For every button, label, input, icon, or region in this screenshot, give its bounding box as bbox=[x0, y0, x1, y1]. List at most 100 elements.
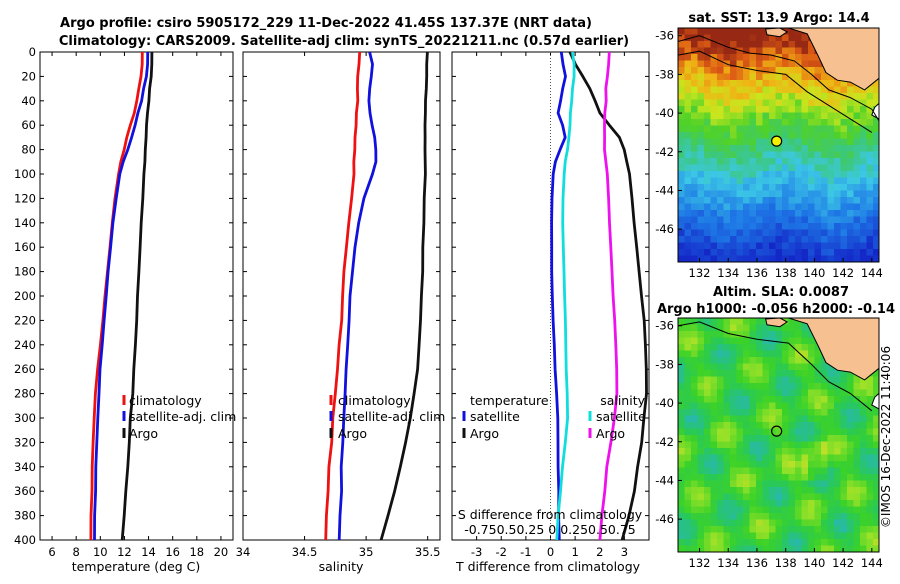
heatmap-cell bbox=[834, 223, 841, 230]
heatmap-cell bbox=[801, 236, 809, 243]
heatmap-cell bbox=[788, 216, 796, 224]
heatmap-cell bbox=[710, 493, 718, 501]
heatmap-cell bbox=[730, 197, 737, 204]
heatmap-cell bbox=[736, 138, 744, 146]
heatmap-cell bbox=[853, 539, 861, 546]
heatmap-cell bbox=[860, 383, 867, 390]
heatmap-cell bbox=[743, 164, 750, 172]
heatmap-cell bbox=[678, 383, 685, 390]
heatmap-cell bbox=[684, 203, 692, 211]
difference-panel: -3 -2 -1 0 1 2 3 T difference from climatology… bbox=[451, 51, 650, 574]
heatmap-cell bbox=[730, 513, 737, 520]
heatmap-cell bbox=[840, 467, 848, 475]
heatmap-cell bbox=[769, 216, 776, 224]
heatmap-cell bbox=[678, 480, 685, 488]
heatmap-cell bbox=[749, 190, 757, 198]
heatmap-cell bbox=[730, 500, 737, 507]
sla-map-panel: Altim. SLA: 0.0087 Argo h1000: -0.056 h2… bbox=[655, 285, 895, 570]
heatmap-cell bbox=[775, 389, 783, 397]
heatmap-cell bbox=[710, 112, 718, 120]
heatmap-cell bbox=[775, 229, 783, 237]
heatmap-cell bbox=[756, 177, 763, 185]
heatmap-cell bbox=[710, 415, 718, 423]
heatmap-cell bbox=[723, 396, 731, 403]
heatmap-cell bbox=[743, 389, 750, 397]
heatmap-cell bbox=[769, 331, 776, 338]
heatmap-cell bbox=[860, 454, 867, 462]
heatmap-cell bbox=[782, 177, 789, 185]
heatmap-cell bbox=[866, 493, 874, 501]
heatmap-cell bbox=[697, 428, 705, 436]
heatmap-cell bbox=[840, 532, 848, 540]
heatmap-cell bbox=[821, 242, 828, 250]
heatmap-cell bbox=[814, 350, 822, 358]
heatmap-cell bbox=[736, 363, 744, 371]
heatmap-cell bbox=[717, 480, 724, 488]
heatmap-cell bbox=[749, 344, 757, 351]
heatmap-cell bbox=[691, 106, 698, 113]
heatmap-cell bbox=[782, 370, 789, 377]
heatmap-cell bbox=[717, 164, 724, 172]
heatmap-cell bbox=[678, 47, 685, 55]
heatmap-cell bbox=[860, 513, 867, 520]
heatmap-cell bbox=[814, 151, 822, 159]
heatmap-cell bbox=[743, 93, 750, 100]
heatmap-cell bbox=[678, 216, 685, 224]
heatmap-cell bbox=[730, 106, 737, 113]
heatmap-cell bbox=[730, 337, 737, 345]
heatmap-cell bbox=[847, 138, 854, 146]
heatmap-cell bbox=[788, 60, 796, 68]
heatmap-cell bbox=[801, 422, 809, 429]
heatmap-cell bbox=[697, 383, 705, 390]
heatmap-cell bbox=[736, 389, 744, 397]
heatmap-cell bbox=[710, 389, 718, 397]
heatmap-cell bbox=[840, 112, 848, 120]
heatmap-cell bbox=[808, 454, 815, 462]
heatmap-cell bbox=[860, 119, 867, 126]
heatmap-cell bbox=[762, 448, 770, 455]
heatmap-cell bbox=[697, 493, 705, 501]
heatmap-cell bbox=[840, 203, 848, 211]
heatmap-cell bbox=[821, 422, 828, 429]
heatmap-cell bbox=[814, 448, 822, 455]
profile-line-argo bbox=[120, 52, 154, 540]
heatmap-cell bbox=[808, 73, 815, 81]
heatmap-cell bbox=[801, 73, 809, 81]
heatmap-cell bbox=[827, 500, 835, 507]
heatmap-cell bbox=[749, 112, 757, 120]
heatmap-cell bbox=[691, 357, 698, 364]
heatmap-cell bbox=[723, 249, 731, 256]
heatmap-cell bbox=[749, 138, 757, 146]
heatmap-cell bbox=[808, 409, 815, 416]
heatmap-cell bbox=[736, 99, 744, 107]
heatmap-cell bbox=[821, 164, 828, 172]
heatmap-cell bbox=[782, 344, 789, 351]
heatmap-cell bbox=[730, 506, 737, 514]
heatmap-cell bbox=[788, 112, 796, 120]
heatmap-cell bbox=[866, 158, 874, 165]
heatmap-cell bbox=[801, 249, 809, 256]
heatmap-cell bbox=[684, 151, 692, 159]
heatmap-cell bbox=[795, 357, 802, 364]
heatmap-cell bbox=[827, 119, 835, 126]
australia-landmass bbox=[678, 28, 879, 91]
heatmap-cell bbox=[853, 415, 861, 423]
heatmap-cell bbox=[847, 132, 854, 139]
temperature-xlabel: temperature (deg C) bbox=[72, 559, 201, 574]
heatmap-cell bbox=[736, 480, 744, 488]
heatmap-cell bbox=[736, 197, 744, 204]
heatmap-cell bbox=[697, 197, 705, 204]
heatmap-cell bbox=[821, 223, 828, 230]
heatmap-cell bbox=[840, 480, 848, 488]
heatmap-cell bbox=[782, 138, 789, 146]
heatmap-cell bbox=[762, 422, 770, 429]
heatmap-cell bbox=[743, 210, 750, 217]
heatmap-cell bbox=[808, 376, 815, 384]
heatmap-cell bbox=[782, 396, 789, 403]
heatmap-cell bbox=[684, 73, 692, 81]
heatmap-cell bbox=[866, 255, 874, 262]
heatmap-cell bbox=[710, 409, 718, 416]
heatmap-cell bbox=[723, 350, 731, 358]
heatmap-cell bbox=[814, 396, 822, 403]
heatmap-cell bbox=[782, 422, 789, 429]
